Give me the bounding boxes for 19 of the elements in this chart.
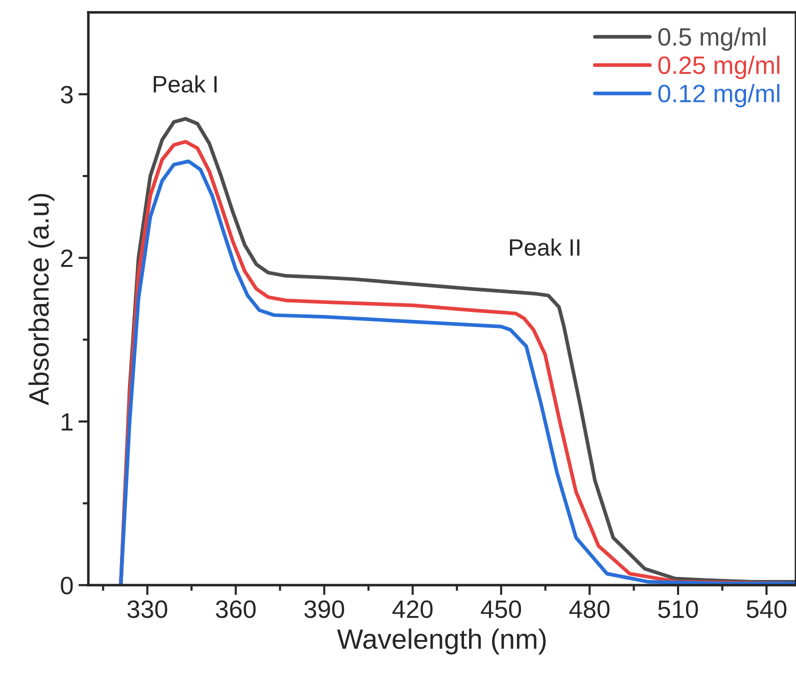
legend-label: 0.25 mg/ml <box>658 56 780 80</box>
y-tick-label: 3 <box>60 86 73 104</box>
annotation: Peak II <box>510 238 580 256</box>
x-tick-label: 510 <box>658 600 698 618</box>
y-tick-label: 1 <box>62 413 73 431</box>
annotation: Peak I <box>154 75 217 93</box>
x-tick-label: 540 <box>746 600 786 618</box>
legend-label: 0.12 mg/ml <box>658 84 780 108</box>
y-axis-title: Absorbance (a.u) <box>28 194 54 406</box>
x-tick-label: 390 <box>304 600 344 618</box>
legend-label: 0.5 mg/ml <box>658 27 766 51</box>
x-tick-label: 450 <box>480 600 522 618</box>
x-axis-title: Wavelength (nm) <box>337 628 546 654</box>
x-tick-label: 480 <box>569 600 610 618</box>
x-tick-label: 420 <box>392 600 433 618</box>
x-tick-label: 360 <box>216 600 256 618</box>
x-tick-label: 330 <box>127 600 168 618</box>
y-tick-label: 0 <box>60 576 73 594</box>
y-tick-label: 2 <box>61 249 73 267</box>
